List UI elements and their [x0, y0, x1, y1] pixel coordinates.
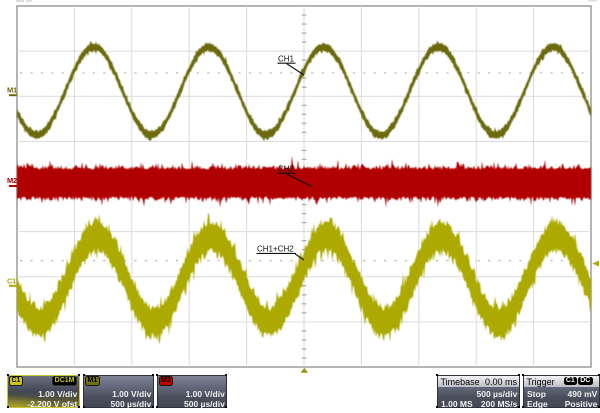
svg-text:M1: M1 [7, 86, 17, 95]
svg-text:CH1: CH1 [278, 55, 295, 64]
svg-text:M2: M2 [7, 176, 17, 185]
svg-text:CH1+CH2: CH1+CH2 [257, 245, 294, 254]
svg-text:CH2: CH2 [278, 165, 295, 174]
svg-text:C1: C1 [7, 277, 16, 286]
